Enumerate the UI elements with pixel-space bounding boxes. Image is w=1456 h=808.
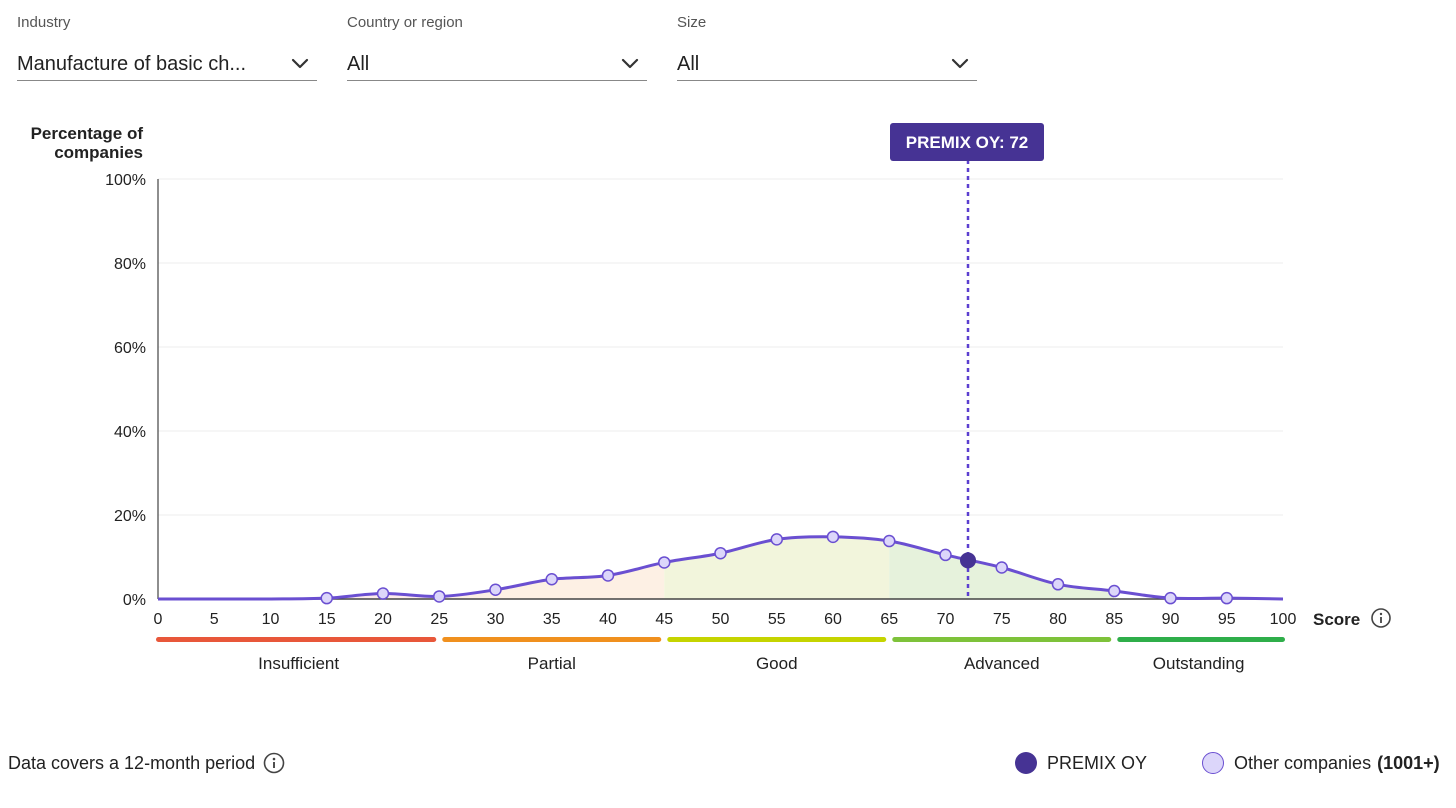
x-tick-label: 90 bbox=[1162, 611, 1180, 628]
band-label-partial: Partial bbox=[528, 654, 576, 673]
x-tick-label: 10 bbox=[262, 611, 280, 628]
y-axis-label-line2: companies bbox=[54, 143, 143, 162]
data-point bbox=[995, 561, 1008, 574]
band-fills bbox=[158, 536, 1283, 599]
x-tick-label: 60 bbox=[824, 611, 842, 628]
legend-company-label: PREMIX OY bbox=[1047, 752, 1148, 773]
y-axis-label-line1: Percentage of bbox=[31, 124, 144, 143]
y-tick-labels: 0% 20% 40% 60% 80% 100% bbox=[105, 172, 146, 609]
band-fill-partial bbox=[439, 536, 665, 599]
x-tick-label: 95 bbox=[1218, 611, 1236, 628]
x-tick-label: 15 bbox=[318, 611, 336, 628]
data-point bbox=[826, 530, 840, 544]
data-point bbox=[320, 591, 333, 605]
country-filter: Country or region All bbox=[347, 12, 647, 81]
data-point bbox=[376, 587, 390, 600]
info-icon[interactable] bbox=[263, 752, 285, 774]
x-tick-label: 20 bbox=[374, 611, 392, 628]
grid-lines bbox=[158, 178, 1283, 516]
data-point bbox=[1108, 584, 1121, 598]
data-points bbox=[320, 530, 1233, 605]
x-tick-label: 45 bbox=[655, 611, 673, 628]
data-point bbox=[433, 590, 446, 603]
industry-select[interactable]: Manufacture of basic ch... bbox=[17, 48, 317, 81]
chevron-down-icon bbox=[949, 53, 971, 75]
x-tick-label: 50 bbox=[712, 611, 730, 628]
industry-filter: Industry Manufacture of basic ch... bbox=[17, 12, 317, 81]
y-tick-label: 40% bbox=[114, 424, 146, 441]
score-bands: Insufficient Partial Good Advanced Outstandi… bbox=[156, 637, 1285, 673]
x-tick-label: 0 bbox=[154, 611, 163, 628]
data-period-note: Data covers a 12-month period bbox=[8, 752, 285, 774]
x-tick-label: 100 bbox=[1270, 611, 1297, 628]
band-fill-insufficient bbox=[158, 536, 440, 599]
axes bbox=[157, 179, 1283, 600]
size-filter-label: Size bbox=[677, 14, 707, 31]
size-select[interactable]: All bbox=[677, 48, 977, 81]
band-bar-good bbox=[667, 637, 887, 642]
x-axis-label: Score bbox=[1313, 610, 1360, 629]
legend-company: PREMIX OY bbox=[1015, 752, 1147, 774]
others-dot-icon bbox=[1202, 752, 1224, 774]
company-dot-icon bbox=[1015, 752, 1037, 774]
data-point bbox=[714, 546, 727, 560]
x-tick-label: 30 bbox=[487, 611, 505, 628]
y-tick-label: 80% bbox=[114, 256, 146, 273]
x-tick-labels: 0 5 10 15 20 25 30 35 40 45 50 55 60 65 70 75 80 85 90 95 10… bbox=[154, 611, 1297, 628]
chevron-down-icon bbox=[619, 53, 641, 75]
data-point bbox=[1051, 578, 1065, 591]
x-tick-label: 70 bbox=[937, 611, 955, 628]
data-point bbox=[1164, 591, 1177, 605]
company-score-label: PREMIX OY: 72 bbox=[906, 133, 1029, 152]
data-period-text: Data covers a 12-month period bbox=[8, 752, 256, 773]
country-filter-label: Country or region bbox=[347, 14, 463, 31]
x-tick-label: 55 bbox=[768, 611, 786, 628]
legend-others-label: Other companies bbox=[1234, 752, 1372, 773]
data-point bbox=[1220, 591, 1233, 605]
legend-others-count: (1001+) bbox=[1377, 752, 1440, 773]
data-point bbox=[883, 534, 896, 548]
info-icon[interactable] bbox=[1371, 608, 1391, 628]
x-tick-label: 5 bbox=[210, 611, 219, 628]
y-tick-label: 0% bbox=[123, 592, 146, 609]
y-tick-label: 20% bbox=[114, 508, 146, 525]
x-tick-label: 25 bbox=[430, 611, 448, 628]
company-score-tooltip bbox=[890, 123, 1044, 161]
band-bar-outstanding bbox=[1117, 637, 1285, 642]
x-tick-label: 35 bbox=[543, 611, 561, 628]
country-select[interactable]: All bbox=[347, 48, 647, 81]
y-tick-label: 100% bbox=[105, 172, 146, 189]
band-fill-outstanding bbox=[1114, 536, 1283, 599]
band-fill-advanced bbox=[889, 536, 1115, 599]
x-tick-label: 75 bbox=[993, 611, 1011, 628]
industry-filter-label: Industry bbox=[17, 14, 71, 31]
band-bar-partial bbox=[442, 637, 662, 642]
data-point bbox=[489, 583, 502, 597]
band-label-good: Good bbox=[756, 654, 798, 673]
band-label-insufficient: Insufficient bbox=[258, 654, 339, 673]
data-point bbox=[601, 569, 615, 582]
x-tick-label: 40 bbox=[599, 611, 617, 628]
company-marker: PREMIX OY: 72 bbox=[890, 123, 1044, 599]
band-bar-advanced bbox=[892, 637, 1112, 642]
x-tick-label: 65 bbox=[880, 611, 898, 628]
x-tick-label: 85 bbox=[1105, 611, 1123, 628]
data-point bbox=[658, 556, 671, 569]
data-point bbox=[939, 548, 952, 562]
company-score-point bbox=[960, 552, 976, 569]
legend-others: Other companies (1001+) bbox=[1202, 752, 1440, 774]
size-filter: Size All bbox=[677, 12, 977, 81]
band-label-advanced: Advanced bbox=[964, 654, 1040, 673]
band-label-outstanding: Outstanding bbox=[1153, 654, 1245, 673]
data-point bbox=[545, 573, 558, 586]
y-tick-label: 60% bbox=[114, 340, 146, 357]
x-tick-label: 80 bbox=[1049, 611, 1067, 628]
data-point bbox=[770, 533, 783, 546]
band-bar-insufficient bbox=[156, 637, 437, 642]
score-distribution-chart: PREMIX OY: 72 0 5 10 15 20 25 30 35 40 45 50 55 60 65… bbox=[31, 123, 1391, 673]
chevron-down-icon bbox=[289, 53, 311, 75]
